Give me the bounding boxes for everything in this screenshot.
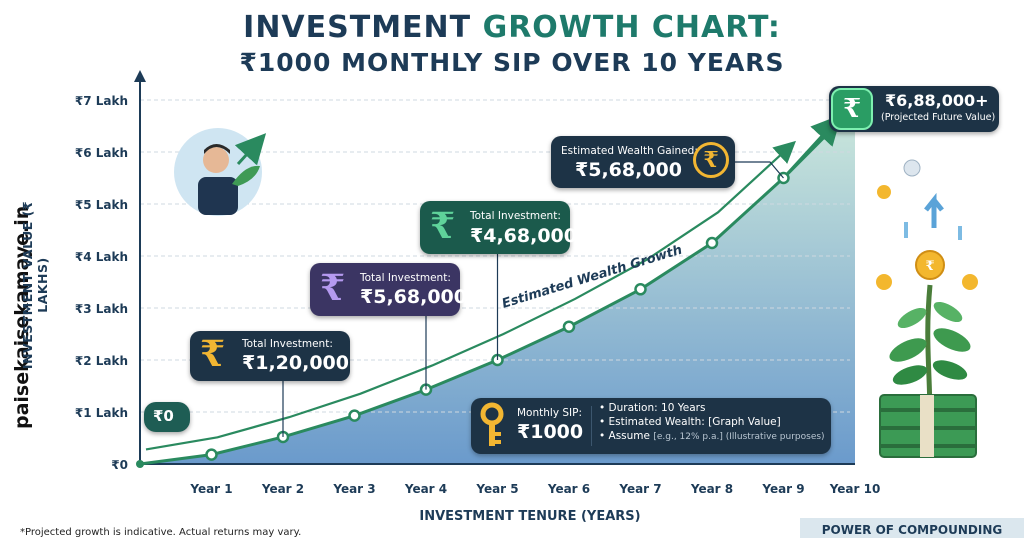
x-tick-label: Year 9: [761, 482, 804, 496]
x-axis-title: INVESTMENT TENURE (YEARS): [419, 509, 641, 524]
data-point: [705, 236, 719, 250]
callout-future-value-label: (Projected Future Value): [881, 112, 996, 123]
page-subtitle: ₹1000 MONTHLY SIP OVER 10 YEARS: [239, 48, 785, 77]
svg-text:₹: ₹: [925, 259, 934, 274]
sip-details-list: Duration: 10 Years Estimated Wealth: [Gr…: [599, 401, 825, 444]
footnote: *Projected growth is indicative. Actual …: [20, 527, 302, 538]
callout-wealth-gained-value: ₹5,68,000: [575, 159, 682, 181]
rupee-icon: ₹: [200, 333, 226, 375]
plant-icon: [889, 284, 971, 421]
sip-value: ₹1000: [517, 421, 584, 443]
x-tick-label: Year 7: [618, 482, 661, 496]
x-tick-label: Year 2: [261, 482, 304, 496]
x-tick-label: Year 3: [332, 482, 375, 496]
rupee-icon: ₹: [430, 205, 456, 247]
y-axis-title: INVESTMENT VALUE (₹ LAKHS): [20, 200, 50, 370]
footer-banner: POWER OF COMPOUNDING: [800, 518, 1024, 538]
rupee-coin-icon: ₹: [693, 142, 729, 178]
callout-total-investment-1-value: ₹1,20,000: [242, 352, 349, 374]
y-tick-label: ₹3 Lakh: [75, 302, 128, 316]
callout-future-value: ₹ ₹6,88,000+ (Projected Future Value): [829, 86, 999, 132]
rupee-badge-icon: ₹: [831, 88, 873, 130]
x-tick-label: Year 4: [404, 482, 447, 496]
detail-duration: Duration: 10 Years: [599, 401, 825, 415]
growth-area: [140, 106, 855, 465]
y-tick-label: ₹2 Lakh: [75, 354, 128, 368]
key-icon: [480, 402, 504, 446]
callout-total-investment-3-label: Total Investment:: [470, 210, 561, 222]
data-point: [205, 448, 218, 461]
callout-total-investment-1: ₹ Total Investment: ₹1,20,000: [190, 331, 350, 381]
callout-total-investment-2: ₹ Total Investment: ₹5,68,000: [310, 263, 467, 316]
detail-estimated-wealth: Estimated Wealth: [Graph Value]: [599, 415, 825, 429]
detail-assume-note: [e.g., 12% p.a.] (Illustrative purposes): [653, 432, 825, 442]
callout-wealth-gained: Estimated Wealth Gained: ₹5,68,000 ₹: [551, 136, 735, 188]
data-point: [562, 320, 576, 333]
callout-total-investment-2-label: Total Investment:: [360, 272, 451, 284]
coin-icon: ₹: [876, 159, 978, 290]
y-tick-label: ₹4 Lakh: [75, 250, 128, 264]
callout-connector: [735, 161, 784, 179]
y-tick-label: ₹0: [111, 458, 128, 472]
callout-total-investment-1-label: Total Investment:: [242, 338, 333, 350]
page-title: INVESTMENT GROWTH CHART:: [0, 10, 1024, 45]
trend-arrow: [145, 140, 796, 451]
investor-illustration-icon: [174, 128, 267, 216]
money-stack-icon: [879, 394, 977, 458]
y-tick-label: ₹7 Lakh: [75, 94, 128, 108]
sip-info-box: Monthly SIP: ₹1000 Duration: 10 Years Es…: [471, 398, 831, 454]
title-part-1: INVESTMENT: [243, 10, 483, 45]
y-tick-label: ₹6 Lakh: [75, 146, 128, 160]
x-tick-label: Year 6: [547, 482, 590, 496]
x-tick-label: Year 5: [475, 482, 518, 496]
y-tick-label: ₹5 Lakh: [75, 198, 128, 212]
sip-label: Monthly SIP:: [517, 407, 583, 419]
y-tick-label: ₹1 Lakh: [75, 406, 128, 420]
data-point: [348, 409, 361, 422]
data-point: [136, 460, 144, 468]
detail-assume: Assume [e.g., 12% p.a.] (Illustrative pu…: [599, 429, 825, 444]
rupee-icon: ₹: [320, 267, 346, 309]
info-divider: [591, 406, 592, 446]
callout-total-investment-3-value: ₹4,68,000: [470, 225, 577, 247]
callout-start-value: ₹0: [153, 407, 174, 425]
x-tick-label: Year 8: [690, 482, 733, 496]
title-part-2: GROWTH CHART:: [482, 10, 781, 45]
data-point: [634, 283, 647, 296]
callout-total-investment-2-value: ₹5,68,000: [360, 286, 467, 308]
detail-assume-label: Assume: [608, 430, 650, 442]
callout-wealth-gained-label: Estimated Wealth Gained:: [561, 145, 698, 157]
x-tick-label: Year 10: [829, 482, 881, 496]
callout-start: ₹0: [144, 402, 190, 432]
callout-future-value-value: ₹6,88,000+: [885, 91, 989, 110]
x-tick-label: Year 1: [189, 482, 232, 496]
growth-line-arrow-icon: [782, 114, 842, 180]
y-axis-arrow-icon: [134, 70, 146, 82]
callout-total-investment-3: ₹ Total Investment: ₹4,68,000: [420, 201, 577, 254]
